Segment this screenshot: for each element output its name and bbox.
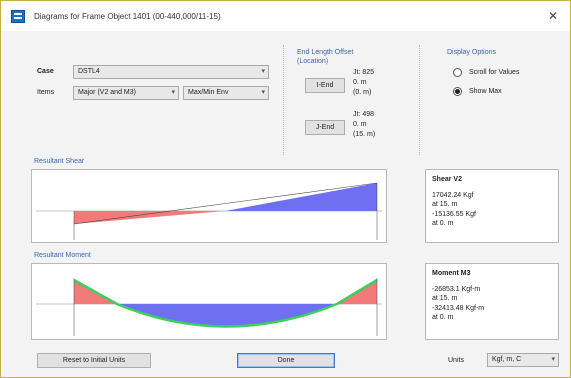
shear-min-location: at 0. m <box>432 220 454 227</box>
items-value: Major (V2 and M3) <box>78 89 136 96</box>
i-end-location: (0. m) <box>353 89 372 96</box>
items-dropdown[interactable]: Major (V2 and M3) ▾ <box>73 86 179 100</box>
shear-max-value: 17042.24 Kgf <box>432 192 474 199</box>
units-value: Kgf, m, C <box>492 356 522 363</box>
i-end-info: Jt: 825 0. m (0. m) <box>353 69 374 97</box>
shear-line <box>73 182 378 225</box>
shear-info-title: Shear V2 <box>432 176 462 183</box>
scroll-values-label: Scroll for Values <box>469 69 520 76</box>
chevron-down-icon: ▾ <box>171 89 175 96</box>
moment-diagram-panel <box>31 263 387 340</box>
display-options-title: Display Options <box>447 49 497 56</box>
moment-min-location: at 0. m <box>432 314 454 321</box>
moment-diagram <box>36 278 382 336</box>
chevron-down-icon: ▾ <box>261 68 265 75</box>
end-offset-title: End Length Offset <box>297 49 354 56</box>
end-offset-subtitle: (Location) <box>297 58 329 65</box>
units-dropdown[interactable]: Kgf, m, C ▾ <box>487 353 559 367</box>
scroll-values-radio[interactable] <box>453 68 462 77</box>
window-title: Diagrams for Frame Object 1401 (00-440,0… <box>34 12 221 21</box>
envelope-value: Max/Min Env <box>188 89 229 96</box>
i-end-button[interactable]: I-End <box>305 78 345 93</box>
j-end-joint: Jt: 498 <box>353 111 375 118</box>
chevron-down-icon: ▾ <box>261 89 265 96</box>
case-label: Case <box>37 68 54 75</box>
app-icon <box>11 10 25 23</box>
i-end-offset: 0. m <box>353 79 367 86</box>
close-icon[interactable]: ✕ <box>548 9 559 23</box>
reset-units-button[interactable]: Reset to Initial Units <box>37 353 151 368</box>
j-end-location: (15. m) <box>353 131 376 138</box>
items-label: Items <box>37 89 55 96</box>
shear-diagram-panel <box>31 169 387 243</box>
moment-envelope-line <box>73 278 378 328</box>
envelope-dropdown[interactable]: Max/Min Env ▾ <box>183 86 269 100</box>
moment-info-title: Moment M3 <box>432 270 471 277</box>
shear-min-value: -15136.55 Kgf <box>432 211 476 218</box>
show-max-label: Show Max <box>469 88 502 95</box>
j-end-offset: 0. m <box>353 121 367 128</box>
shear-max-location: at 15. m <box>432 201 458 208</box>
moment-info-panel: Moment M3 -26853.1 Kgf-m at 15. m -32413… <box>425 263 559 340</box>
show-max-radio[interactable] <box>453 87 462 96</box>
shear-positive-region <box>225 183 377 211</box>
shear-section-label: Resultant Shear <box>34 158 85 165</box>
units-label: Units <box>448 357 464 364</box>
moment-max-location: at 15. m <box>432 295 458 302</box>
j-end-button[interactable]: J-End <box>305 120 345 135</box>
separator <box>283 45 284 155</box>
shear-info-values: 17042.24 Kgf at 15. m -15136.55 Kgf at 0… <box>432 192 476 228</box>
i-end-joint: Jt: 825 <box>353 69 375 76</box>
shear-diagram <box>36 182 382 240</box>
moment-info-values: -26853.1 Kgf-m at 15. m -32413.48 Kgf-m … <box>432 286 484 322</box>
moment-section-label: Resultant Moment <box>34 252 91 259</box>
separator <box>419 45 420 155</box>
j-end-info: Jt: 498 0. m (15. m) <box>353 111 375 139</box>
moment-max-value: -26853.1 Kgf-m <box>432 286 481 293</box>
case-value: DSTL4 <box>78 68 100 75</box>
moment-min-value: -32413.48 Kgf-m <box>432 305 485 312</box>
chevron-down-icon: ▾ <box>551 356 555 363</box>
done-button[interactable]: Done <box>237 353 335 368</box>
shear-info-panel: Shear V2 17042.24 Kgf at 15. m -15136.55… <box>425 169 559 243</box>
shear-negative-region <box>74 211 225 224</box>
case-dropdown[interactable]: DSTL4 ▾ <box>73 65 269 79</box>
title-bar: Diagrams for Frame Object 1401 (00-440,0… <box>1 1 570 31</box>
